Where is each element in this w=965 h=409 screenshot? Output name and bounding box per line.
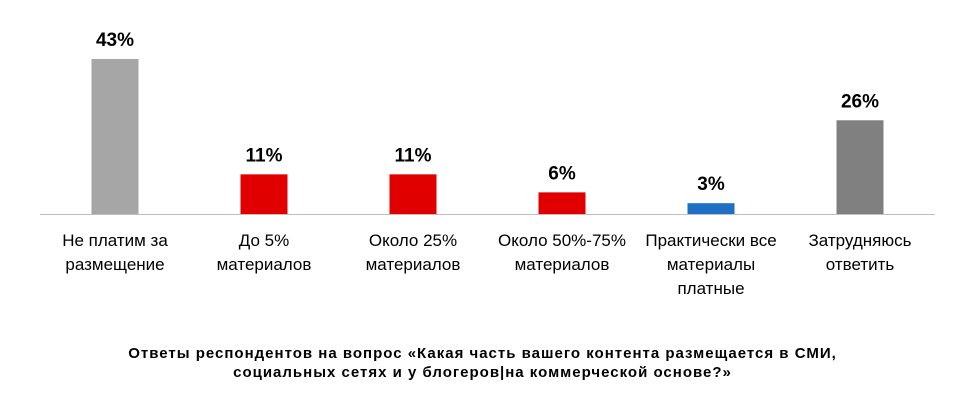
value-label-2: 11%: [246, 145, 283, 166]
caption-line-1: Ответы респондентов на вопрос «Какая час…: [128, 345, 837, 362]
value-label-3: 11%: [395, 145, 432, 166]
category-label-6: Затрудняюсь ответить: [808, 231, 912, 274]
value-label-6: 26%: [841, 91, 879, 112]
value-label-5: 3%: [697, 174, 725, 195]
caption-line-2: социальных сетях и у блогеров|на коммерч…: [233, 364, 732, 381]
bar-4: [538, 192, 586, 214]
chart-caption: Ответы респондентов на вопрос «Какая час…: [0, 344, 965, 382]
bar-6: [836, 120, 884, 214]
category-label-1: Не платим за размещение: [62, 231, 168, 274]
bar-2: [240, 174, 288, 214]
value-label-1: 43%: [96, 30, 134, 51]
value-label-4: 6%: [548, 163, 576, 184]
category-label-3: Около 25% материалов: [365, 231, 461, 274]
category-label-2: До 5% материалов: [216, 231, 312, 274]
bar-chart: 43% 11% 11% 6% 3% 26%: [40, 30, 935, 215]
category-label-5: Практически все материалы платные: [645, 231, 777, 298]
bar-1: [91, 59, 139, 214]
bar-5: [687, 203, 735, 214]
bar-3: [389, 174, 437, 214]
category-label-4: Около 50%-75% материалов: [498, 231, 626, 274]
